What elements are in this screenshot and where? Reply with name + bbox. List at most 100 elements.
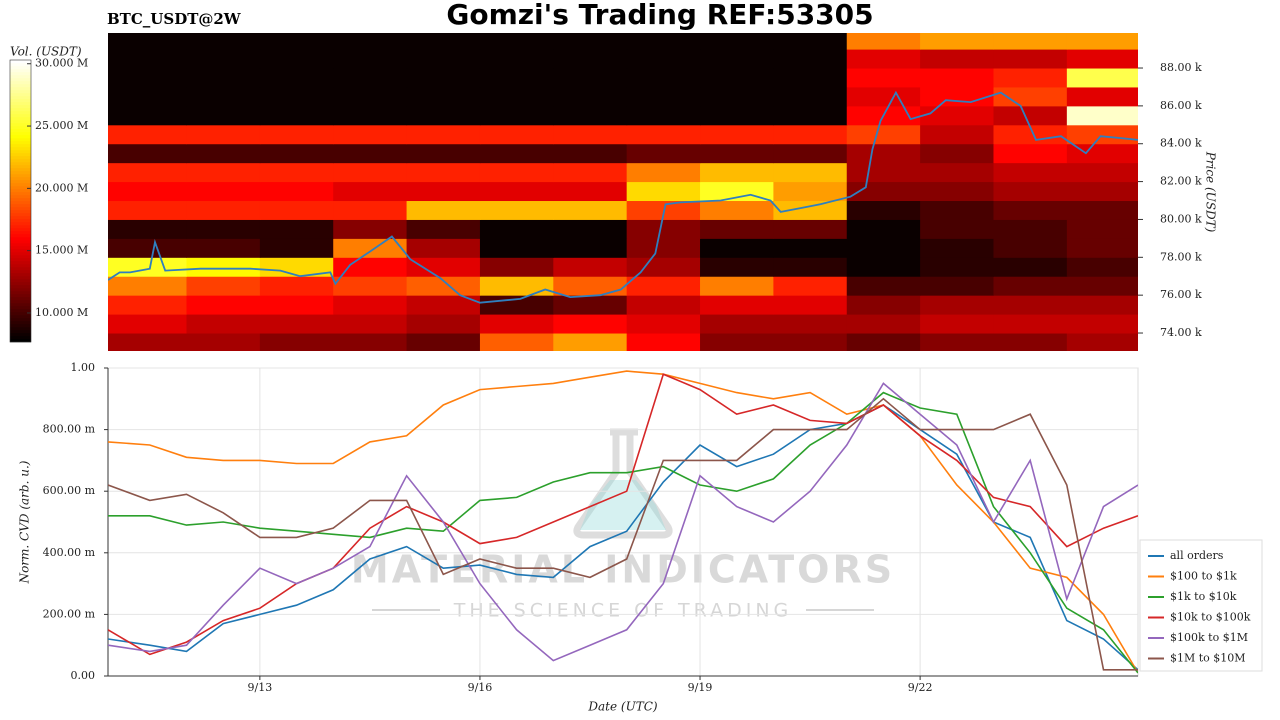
heatmap-cell	[626, 181, 701, 202]
heatmap-cell	[108, 314, 187, 334]
plot-area	[107, 367, 1139, 677]
colorbar-step	[10, 102, 31, 106]
heatmap-cell	[479, 295, 554, 315]
colorbar-step	[10, 315, 31, 319]
heatmap-cell	[406, 33, 481, 50]
heatmap-cell	[333, 314, 408, 334]
heatmap-cell	[993, 257, 1068, 277]
heatmap-cell	[259, 86, 334, 107]
colorbar-step	[10, 210, 31, 214]
colorbar-step	[10, 84, 31, 88]
heatmap-cell	[333, 295, 408, 315]
heatmap-cell	[259, 124, 334, 145]
heatmap-cell	[700, 143, 774, 164]
heatmap-cell	[553, 333, 628, 351]
colorbar-step	[10, 66, 31, 70]
colorbar-tick-label: 10.000 M	[35, 306, 88, 319]
legend-label: all orders	[1170, 549, 1224, 562]
heatmap-cell	[108, 295, 187, 315]
heatmap-cell	[1066, 181, 1138, 202]
heatmap-cell	[1066, 257, 1138, 277]
heatmap-cell	[186, 333, 261, 351]
heatmap-cell	[626, 257, 701, 277]
heatmap-cell	[846, 33, 921, 50]
colorbar-step	[10, 225, 31, 229]
legend-label: $10k to $100k	[1170, 611, 1251, 624]
y-tick-label: 600.00 m	[43, 484, 96, 497]
colorbar-step	[10, 87, 31, 91]
heatmap-cell	[406, 124, 481, 145]
colorbar-step	[10, 291, 31, 295]
heatmap-cell	[479, 238, 554, 258]
heatmap-cell	[920, 143, 994, 164]
colorbar-step	[10, 69, 31, 73]
colorbar-step	[10, 135, 31, 139]
heatmap-cell	[846, 238, 921, 258]
colorbar-step	[10, 153, 31, 157]
heatmap-cell	[993, 33, 1068, 50]
colorbar-step	[10, 336, 31, 340]
heatmap-cell	[479, 162, 554, 183]
heatmap-cell	[846, 143, 921, 164]
heatmap-cell	[626, 143, 701, 164]
heatmap-cell	[333, 68, 408, 88]
colorbar-step	[10, 321, 31, 325]
heatmap-cell	[626, 219, 701, 239]
colorbar-step	[10, 285, 31, 289]
heatmap-cell	[479, 314, 554, 334]
heatmap-cell	[1066, 124, 1138, 145]
heatmap-cell	[1066, 105, 1138, 126]
colorbar-step	[10, 222, 31, 226]
heatmap-cell	[993, 314, 1068, 334]
heatmap-cell	[108, 124, 187, 145]
heatmap-cell	[186, 124, 261, 145]
heatmap-cell	[626, 68, 701, 88]
heatmap-cell	[846, 68, 921, 88]
colorbar-step	[10, 273, 31, 277]
heatmap-cell	[920, 162, 994, 183]
heatmap-cell	[553, 219, 628, 239]
heatmap-cell	[700, 49, 774, 69]
colorbar-step	[10, 207, 31, 211]
colorbar-step	[10, 156, 31, 160]
heatmap-cell	[186, 49, 261, 69]
heatmap-cell	[479, 181, 554, 202]
y-tick-label: 84.00 k	[1160, 137, 1202, 150]
heatmap-cell	[108, 143, 187, 164]
heatmap-cell	[700, 333, 774, 351]
colorbar-step	[10, 114, 31, 118]
colorbar-step	[10, 237, 31, 241]
heatmap-cell	[920, 49, 994, 69]
heatmap-cell	[1066, 143, 1138, 164]
heatmap-cell	[1066, 333, 1138, 351]
colorbar-step	[10, 282, 31, 286]
heatmap-cell	[259, 238, 334, 258]
colorbar-step	[10, 228, 31, 232]
heatmap-cell	[186, 143, 261, 164]
heatmap-cell	[553, 105, 628, 126]
colorbar-step	[10, 309, 31, 313]
heatmap-cell	[1066, 238, 1138, 258]
heatmap-cell	[773, 143, 848, 164]
y-tick-label: 76.00 k	[1160, 288, 1202, 301]
heatmap-cell	[920, 33, 994, 50]
heatmap-cell	[479, 276, 554, 296]
colorbar-step	[10, 96, 31, 100]
colorbar-step	[10, 333, 31, 337]
colorbar-step	[10, 144, 31, 148]
heatmap-cell	[259, 200, 334, 220]
heatmap-cell	[479, 33, 554, 50]
heatmap-cell	[186, 200, 261, 220]
heatmap-cell	[406, 276, 481, 296]
y-axis-label: Norm. CVD (arb. u.)	[18, 460, 32, 584]
colorbar-step	[10, 192, 31, 196]
heatmap-cell	[700, 238, 774, 258]
heatmap-cell	[920, 276, 994, 296]
colorbar-step	[10, 201, 31, 205]
legend-label: $1k to $10k	[1170, 590, 1237, 603]
heatmap-cell	[108, 333, 187, 351]
legend-label: $100 to $1k	[1170, 570, 1237, 583]
heatmap-cell	[553, 49, 628, 69]
legend-label: $1M to $10M	[1170, 652, 1246, 665]
